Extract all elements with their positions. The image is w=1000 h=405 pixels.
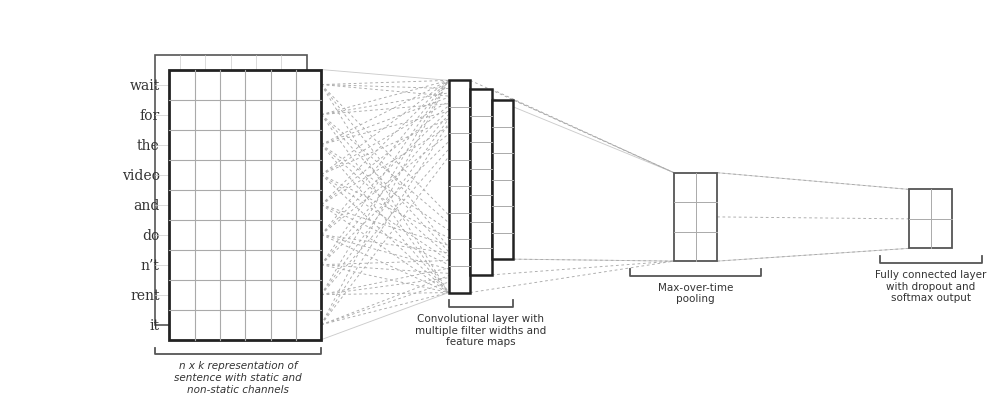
Bar [470,90,492,275]
Text: n x k representation of
sentence with static and
non-static channels: n x k representation of sentence with st… [174,360,302,394]
Text: Convolutional layer with
multiple filter widths and
feature maps: Convolutional layer with multiple filter… [415,313,547,347]
Bar [909,190,952,249]
Text: for: for [139,108,160,122]
Bar [169,70,321,340]
Bar [155,55,307,325]
Text: do: do [142,228,160,242]
Text: it: it [150,318,160,332]
Bar [674,173,717,262]
Text: rent: rent [130,288,160,302]
Text: the: the [137,138,160,152]
Text: wait: wait [129,79,160,92]
Text: and: and [133,198,160,212]
Bar [492,101,513,260]
Text: Max-over-time
pooling: Max-over-time pooling [658,282,733,304]
Bar [449,81,470,293]
Text: n’t: n’t [141,258,160,272]
Text: video: video [122,168,160,182]
Text: Fully connected layer
with dropout and
softmax output: Fully connected layer with dropout and s… [875,269,986,303]
